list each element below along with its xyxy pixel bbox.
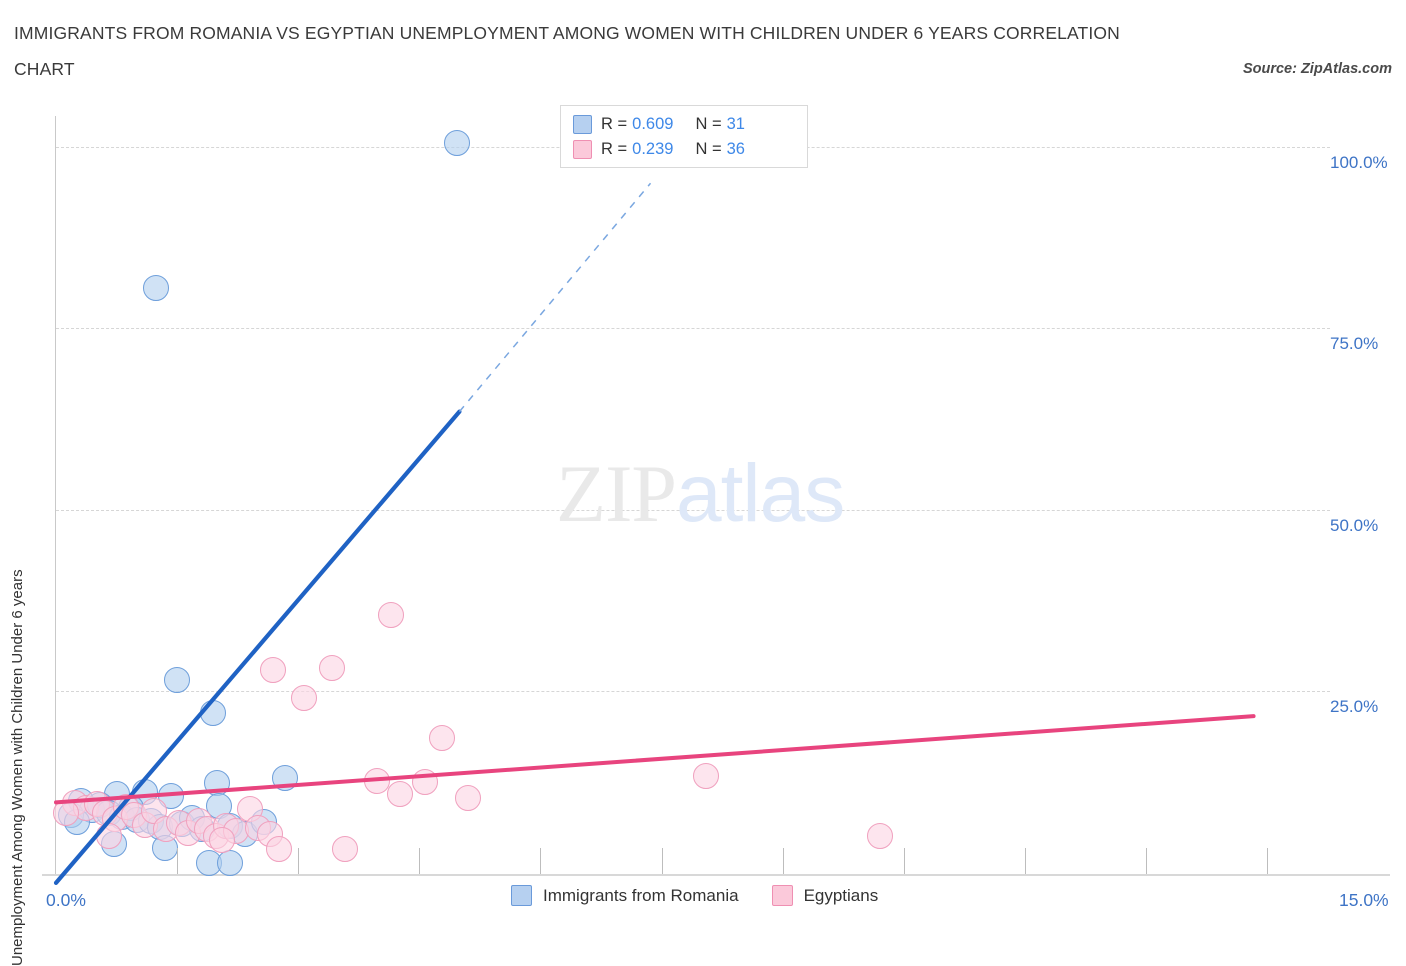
y-axis-tick-label: 50.0% xyxy=(1330,515,1379,535)
legend-swatch-romania-icon xyxy=(511,885,532,906)
y-axis-tick-label: 75.0% xyxy=(1330,334,1379,354)
x-tick-mark xyxy=(661,848,663,874)
swatch-egyptians-icon xyxy=(573,140,592,159)
swatch-romania-icon xyxy=(573,115,592,134)
stat-n-key-romania: N = xyxy=(695,115,722,133)
gridline xyxy=(56,690,1330,692)
correlation-stats-legend: R = 0.609 N = 31 R = 0.239 N = 36 xyxy=(560,105,808,168)
stat-row-romania: R = 0.609 N = 31 xyxy=(573,112,797,137)
x-tick-mark xyxy=(298,848,300,874)
stat-r-value-romania: 0.609 xyxy=(632,115,674,133)
data-point[interactable] xyxy=(272,764,299,791)
data-point[interactable] xyxy=(259,657,286,684)
data-point[interactable] xyxy=(53,799,80,826)
x-tick-mark xyxy=(1267,848,1269,874)
data-point[interactable] xyxy=(319,654,346,681)
legend-label-romania: Immigrants from Romania xyxy=(543,885,739,905)
x-tick-mark xyxy=(1145,848,1147,874)
data-point[interactable] xyxy=(412,769,439,796)
y-axis-tick-label: 25.0% xyxy=(1330,696,1379,716)
y-axis-title: Unemployment Among Women with Children U… xyxy=(9,569,26,966)
data-point[interactable] xyxy=(386,780,413,807)
x-tick-mark xyxy=(177,848,179,874)
data-point[interactable] xyxy=(200,699,227,726)
x-tick-mark xyxy=(1024,848,1026,874)
legend-label-egyptians: Egyptians xyxy=(803,885,879,905)
y-axis-tick-label: 100.0% xyxy=(1330,153,1388,172)
stat-r-key-romania: R = xyxy=(601,115,628,133)
data-point[interactable] xyxy=(364,768,391,795)
x-tick-mark xyxy=(419,848,421,874)
data-point[interactable] xyxy=(163,666,190,693)
x-tick-mark xyxy=(782,848,784,874)
x-axis-max-label: 15.0% xyxy=(1339,890,1389,910)
page-title: IMMIGRANTS FROM ROMANIA VS EGYPTIAN UNEM… xyxy=(14,23,1120,43)
data-point[interactable] xyxy=(692,762,719,789)
legend-swatch-egyptians-icon xyxy=(771,885,793,906)
data-point[interactable] xyxy=(443,130,470,157)
data-point[interactable] xyxy=(378,601,405,628)
x-tick-mark xyxy=(540,848,542,874)
stat-n-key-egyptians: N = xyxy=(695,140,722,158)
data-point[interactable] xyxy=(204,769,231,796)
x-tick-mark xyxy=(903,848,905,874)
data-point[interactable] xyxy=(866,823,893,850)
stat-row-egyptians: R = 0.239 N = 36 xyxy=(573,137,797,162)
data-point[interactable] xyxy=(143,275,170,302)
legend-item-egyptians[interactable]: Egyptians xyxy=(771,885,879,906)
stat-r-value-egyptians: 0.239 xyxy=(632,140,674,158)
stat-n-value-romania: 31 xyxy=(726,115,745,133)
x-axis-min-label: 0.0% xyxy=(46,890,86,910)
stat-r-key-egyptians: R = xyxy=(601,140,628,158)
data-point[interactable] xyxy=(95,822,122,849)
legend-item-romania[interactable]: Immigrants from Romania xyxy=(511,885,739,906)
data-point[interactable] xyxy=(217,849,244,876)
page-title-line2: CHART xyxy=(14,59,75,79)
series-legend: Immigrants from Romania Egyptians xyxy=(511,885,911,906)
stat-n-value-egyptians: 36 xyxy=(726,140,745,158)
data-point[interactable] xyxy=(454,785,481,812)
gridline xyxy=(56,328,1330,330)
source-attribution: Source: ZipAtlas.com xyxy=(1242,61,1392,77)
plot-area xyxy=(53,118,1330,876)
gridline xyxy=(56,509,1330,511)
chart-header: IMMIGRANTS FROM ROMANIA VS EGYPTIAN UNEM… xyxy=(0,0,1406,100)
data-point[interactable] xyxy=(331,835,358,862)
data-point[interactable] xyxy=(208,827,235,854)
data-point[interactable] xyxy=(265,835,292,862)
x-axis-line xyxy=(42,874,1390,876)
data-point[interactable] xyxy=(429,724,456,751)
data-point[interactable] xyxy=(291,685,317,711)
